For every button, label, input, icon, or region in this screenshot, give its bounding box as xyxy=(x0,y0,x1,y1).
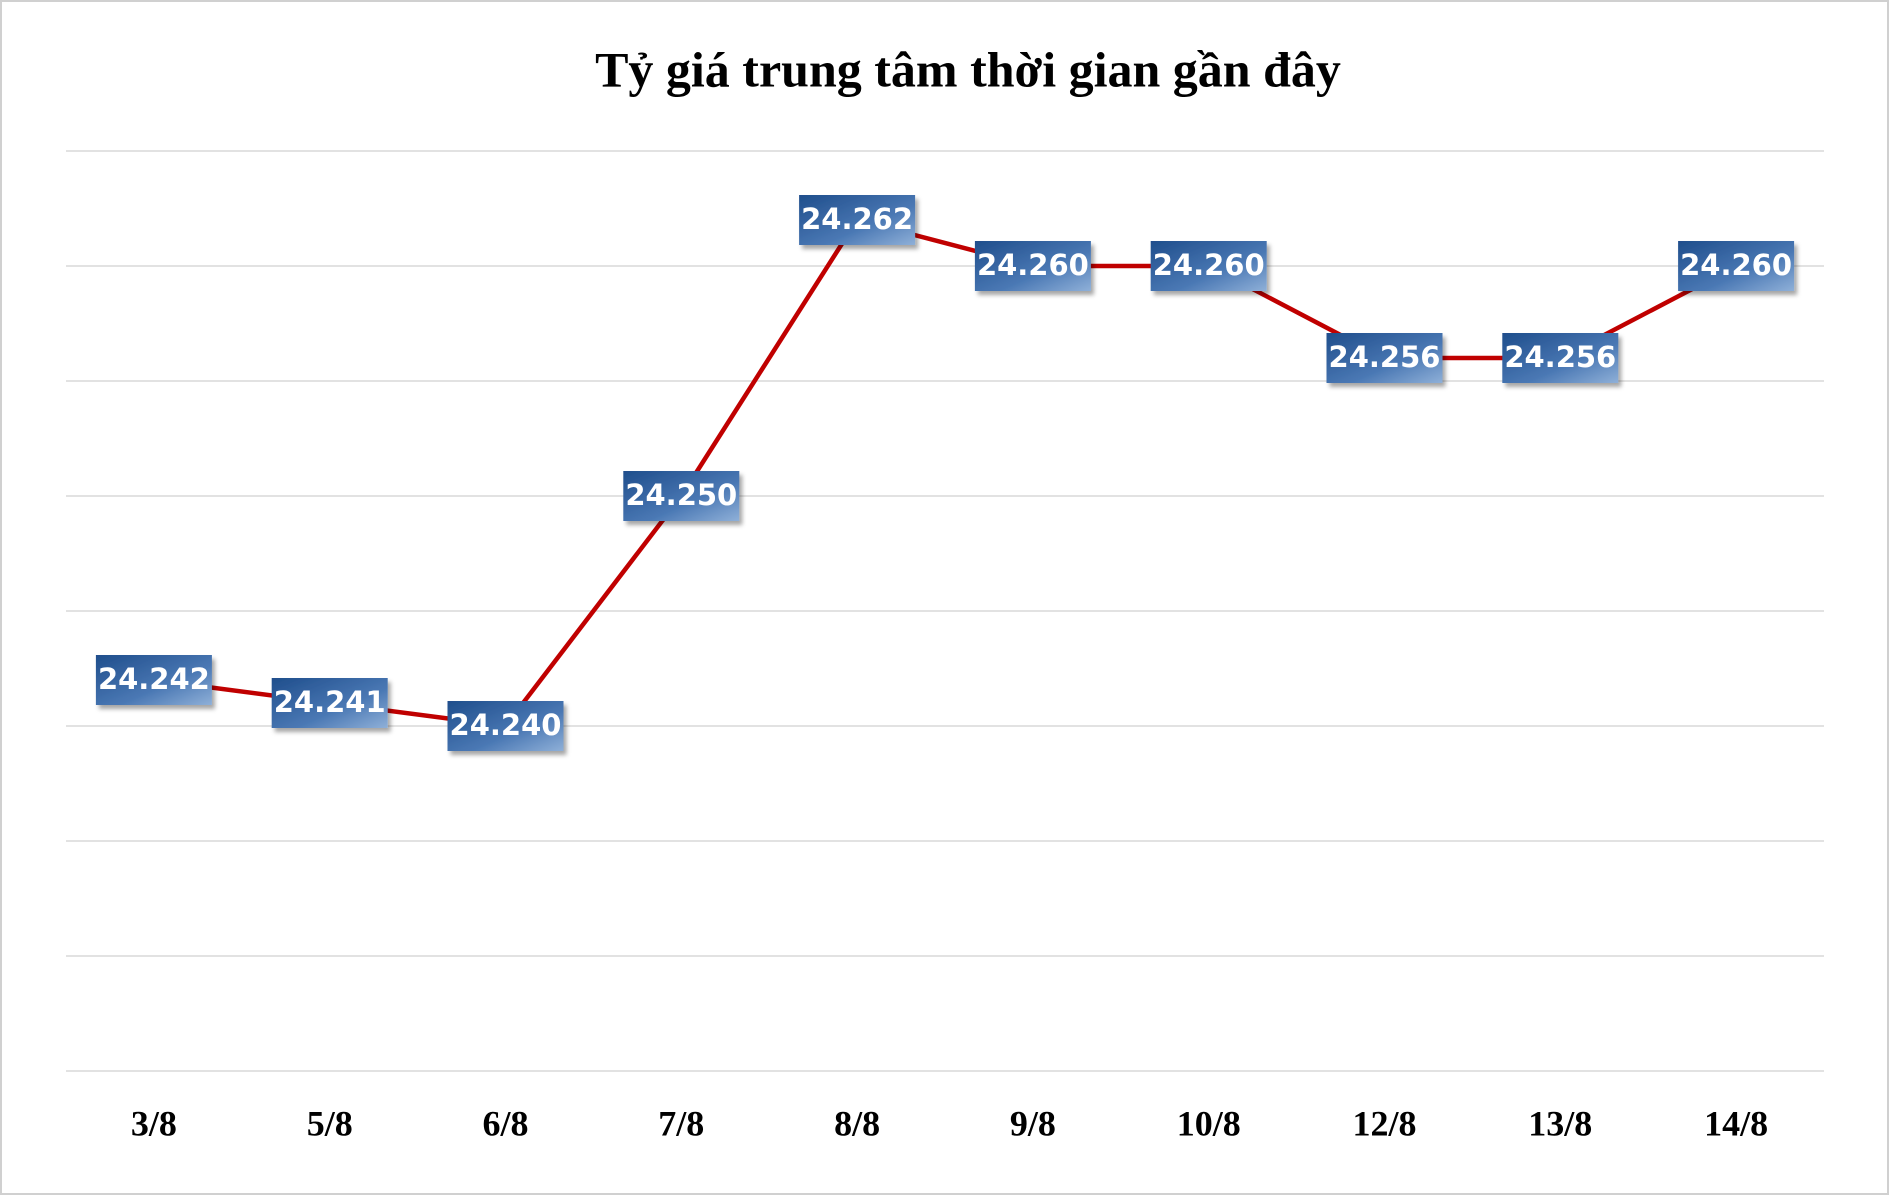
x-tick-label: 5/8 xyxy=(307,1103,353,1143)
data-label: 24.256 xyxy=(1504,340,1616,374)
data-label: 24.260 xyxy=(977,248,1089,282)
x-tick-label: 6/8 xyxy=(482,1103,528,1143)
x-tick-label: 3/8 xyxy=(131,1103,177,1143)
x-tick-label: 13/8 xyxy=(1528,1103,1592,1143)
data-label: 24.250 xyxy=(625,478,737,512)
data-label-box xyxy=(1150,241,1267,291)
data-label-box xyxy=(623,471,740,521)
x-tick-label: 10/8 xyxy=(1177,1103,1241,1143)
data-label: 24.260 xyxy=(1153,248,1265,282)
data-label-box xyxy=(1502,333,1619,383)
data-line xyxy=(153,217,1738,729)
data-label-box xyxy=(1678,241,1795,291)
x-tick-label: 12/8 xyxy=(1352,1103,1416,1143)
data-label: 24.256 xyxy=(1329,340,1441,374)
data-label-box xyxy=(271,678,388,728)
data-label-box xyxy=(799,195,916,245)
data-label-box xyxy=(1326,333,1443,383)
data-label: 24.260 xyxy=(1680,248,1792,282)
data-label: 24.262 xyxy=(801,202,913,236)
data-label-box xyxy=(95,655,212,705)
chart-title: Tỷ giá trung tâm thời gian gần đây xyxy=(595,41,1341,97)
x-tick-label: 14/8 xyxy=(1704,1103,1768,1143)
x-tick-label: 9/8 xyxy=(1010,1103,1056,1143)
data-label: 24.240 xyxy=(450,708,562,742)
data-label: 24.242 xyxy=(98,662,210,696)
data-label-box xyxy=(974,241,1091,291)
x-tick-label: 7/8 xyxy=(658,1103,704,1143)
data-label-box xyxy=(447,701,564,751)
data-label: 24.241 xyxy=(274,685,386,719)
x-tick-label: 8/8 xyxy=(834,1103,880,1143)
